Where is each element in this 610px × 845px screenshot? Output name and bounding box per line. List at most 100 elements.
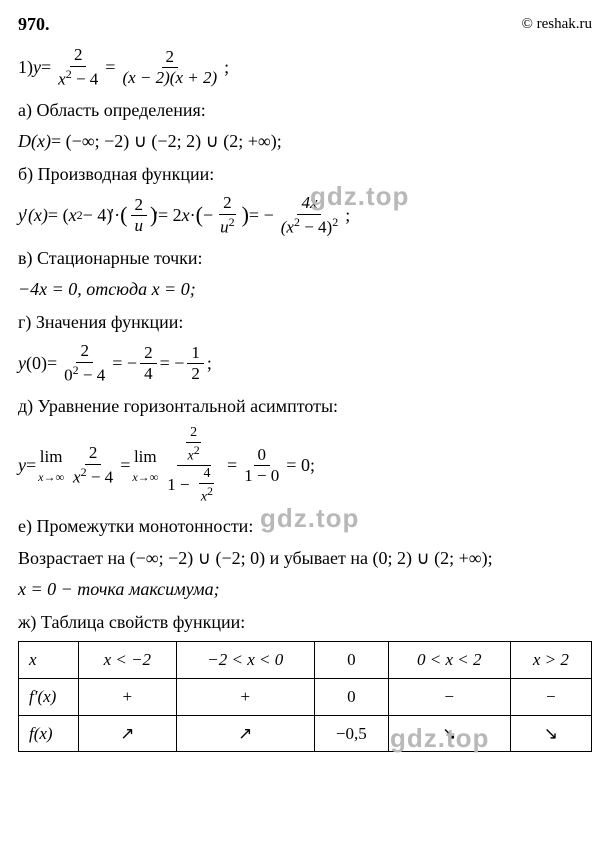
domain-x: (x) (31, 129, 51, 154)
eq1-num1: 2 (70, 45, 87, 66)
cell: ↗ (79, 715, 177, 752)
section-e: д) Уравнение горизонтальной асимптоты: (18, 394, 592, 419)
d-frac2: 2 u2 (216, 193, 239, 237)
d-frac1: 2 u (131, 195, 148, 237)
v-frac1: 2 02 − 4 (60, 341, 109, 385)
d-m4: − 4) (83, 203, 113, 228)
v-0: (0) (26, 351, 47, 376)
cell: 0 (314, 678, 388, 715)
v-den3: 2 (187, 364, 204, 384)
d-den3: (x2 − 4)2 (277, 215, 342, 238)
table-row: f(x) ↗ ↗ −0,5 ↘ ↘ (19, 715, 592, 752)
v-eq3: = − (160, 351, 185, 376)
d-eq2: = 2 (158, 203, 182, 228)
copyright: © reshak.ru (521, 14, 592, 35)
header: 970. © reshak.ru (18, 12, 592, 37)
d-rp: ) (242, 200, 249, 231)
cell: x (19, 642, 79, 679)
d-xsq: x (69, 203, 77, 228)
a-den2: 1 − 4 x2 (163, 466, 224, 506)
d-semi: ; (345, 203, 350, 228)
v-eq: = (47, 351, 57, 376)
eq1-den1: x2 − 4 (54, 67, 102, 90)
d-num1: 2 (131, 195, 148, 216)
eq1-frac1: 2 x2 − 4 (54, 45, 102, 89)
section-d: г) Значения функции: (18, 310, 592, 335)
section-c: в) Стационарные точки: (18, 246, 592, 271)
v-num2: 2 (140, 343, 157, 364)
d-frac3: 4x (x2 − 4)2 (277, 193, 342, 237)
cell: + (176, 678, 314, 715)
properties-table: x x < −2 −2 < x < 0 0 0 < x < 2 x > 2 f′… (18, 641, 592, 752)
v-semi: ; (207, 351, 212, 376)
d-den1: u (131, 216, 148, 236)
section-a: а) Область определения: (18, 98, 592, 123)
eq1-prefix: 1) (18, 55, 33, 80)
d-x2: x (182, 203, 190, 228)
a-eq3: = (227, 453, 237, 478)
cell: + (79, 678, 177, 715)
problem-number: 970. (18, 12, 50, 37)
eq1-den2: (x − 2)(x + 2) (118, 68, 221, 88)
domain-D: D (18, 129, 31, 154)
v-y: y (18, 351, 26, 376)
equation-1: 1) y = 2 x2 − 4 = 2 (x − 2)(x + 2) ; (18, 45, 592, 89)
asymptote-line: y = lim x→∞ 2 x2 − 4 = lim x→∞ 2 x2 1 − … (18, 425, 592, 507)
a-eq: = (26, 453, 36, 478)
cell: − (388, 678, 510, 715)
cell: 0 < x < 2 (388, 642, 510, 679)
cell: ↘ (388, 715, 510, 752)
v-eq2: = − (112, 351, 137, 376)
d-num3: 4x (297, 193, 321, 214)
mono-line2: x = 0 − точка максимума; (18, 577, 592, 602)
section-f: е) Промежутки монотонности: (18, 514, 592, 539)
a-frac1: 2 x2 − 4 (69, 443, 117, 487)
cell: f(x) (19, 715, 79, 752)
eq1-semi: ; (224, 55, 229, 80)
a-num1: 2 (85, 443, 102, 464)
d-eq1: = ( (48, 203, 69, 228)
a-den1: x2 − 4 (69, 465, 117, 488)
d-eq3: = − (249, 203, 274, 228)
cell: 0 (314, 642, 388, 679)
a-lim1: lim x→∞ (38, 445, 64, 486)
a-frac2: 2 x2 1 − 4 x2 (163, 425, 224, 507)
table-row: f′(x) + + 0 − − (19, 678, 592, 715)
cell: f′(x) (19, 678, 79, 715)
eq1-eq: = (41, 55, 51, 80)
section-g: ж) Таблица свойств функции: (18, 610, 592, 635)
eq1-eq2: = (105, 55, 115, 80)
d-x: (x) (28, 203, 48, 228)
v-frac2: 2 4 (140, 343, 157, 385)
v-den2: 4 (140, 364, 157, 384)
value-line: y (0) = 2 02 − 4 = − 2 4 = − 1 2 ; (18, 341, 592, 385)
d-num2: 2 (219, 193, 236, 214)
a-lim2: lim x→∞ (132, 445, 158, 486)
domain-line: D (x) = (−∞; −2) ∪ (−2; 2) ∪ (2; +∞); (18, 129, 592, 154)
a-eq2: = (120, 453, 130, 478)
derivative-line: y′ (x) = ( x2 − 4)′ · ( 2 u )′ = 2 x · (… (18, 193, 592, 237)
eq1-y: y (33, 55, 41, 80)
cell: ↗ (176, 715, 314, 752)
table-row: x x < −2 −2 < x < 0 0 0 < x < 2 x > 2 (19, 642, 592, 679)
cell: −0,5 (314, 715, 388, 752)
a-num3: 0 (254, 445, 271, 466)
cell: − (510, 678, 591, 715)
a-num2: 2 x2 (177, 425, 211, 466)
eq1-num2: 2 (162, 47, 179, 68)
d-lp: ( (196, 200, 203, 231)
section-b: б) Производная функции: (18, 162, 592, 187)
d-den2: u2 (216, 215, 239, 238)
stationary-line: −4x = 0, отсюда x = 0; (18, 277, 592, 302)
v-num1: 2 (76, 341, 93, 362)
cell: ↘ (510, 715, 591, 752)
a-y: y (18, 453, 26, 478)
d-neg: − (203, 203, 213, 228)
a-eq4: = 0; (286, 453, 315, 478)
a-frac3: 0 1 − 0 (240, 445, 283, 487)
v-num3: 1 (187, 343, 204, 364)
v-frac3: 1 2 (187, 343, 204, 385)
mono-line1: Возрастает на (−∞; −2) ∪ (−2; 0) и убыва… (18, 546, 592, 571)
eq1-frac2: 2 (x − 2)(x + 2) (118, 47, 221, 89)
cell: x < −2 (79, 642, 177, 679)
